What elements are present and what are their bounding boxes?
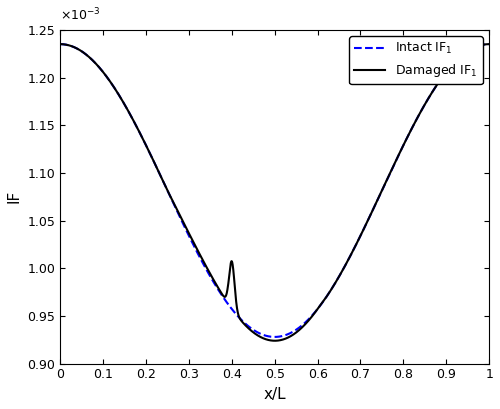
Damaged IF$_1$	[483, 42, 489, 47]
Damaged IF$_1$	[250, 329, 256, 334]
Intact IF$_1$	[432, 86, 438, 91]
Damaged IF$_1$	[157, 173, 163, 178]
Intact IF$_1$	[106, 78, 112, 83]
Damaged IF$_1$	[486, 42, 492, 47]
Damaged IF$_1$	[160, 178, 166, 182]
Y-axis label: IF: IF	[7, 190, 22, 203]
Intact IF$_1$	[272, 335, 278, 339]
Intact IF$_1$	[58, 42, 64, 47]
Intact IF$_1$	[486, 42, 492, 47]
Line: Intact IF$_1$: Intact IF$_1$	[60, 44, 489, 337]
Damaged IF$_1$	[219, 292, 225, 297]
Damaged IF$_1$	[162, 182, 168, 187]
Intact IF$_1$	[222, 297, 228, 302]
Damaged IF$_1$	[272, 338, 278, 343]
X-axis label: x/L: x/L	[264, 387, 286, 402]
Legend: Intact IF$_1$, Damaged IF$_1$: Intact IF$_1$, Damaged IF$_1$	[349, 36, 483, 84]
Intact IF$_1$	[132, 121, 138, 126]
Damaged IF$_1$	[58, 42, 64, 47]
Intact IF$_1$	[478, 43, 484, 48]
Text: $\times 10^{-3}$: $\times 10^{-3}$	[60, 7, 101, 23]
Line: Damaged IF$_1$: Damaged IF$_1$	[60, 44, 489, 341]
Intact IF$_1$	[240, 319, 246, 324]
